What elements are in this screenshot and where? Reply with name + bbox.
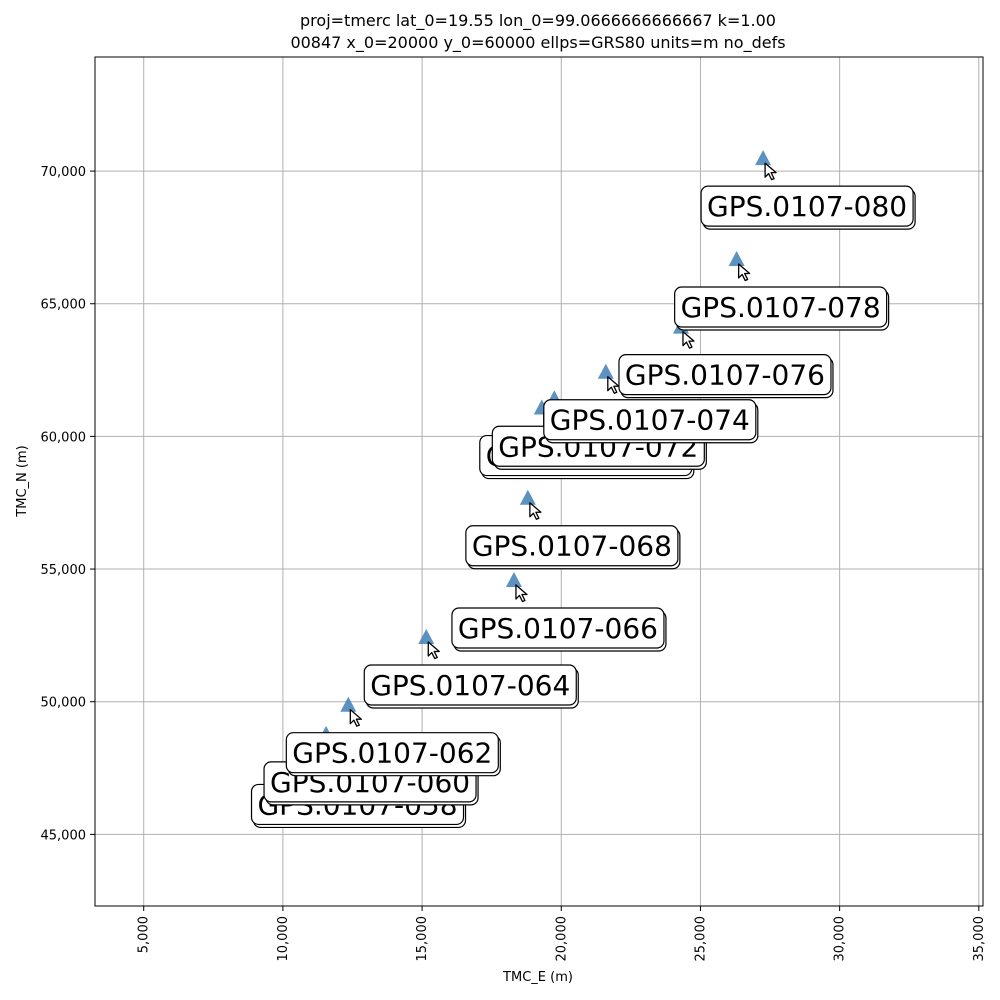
x-tick-label: 20,000 [554,916,569,962]
label-box [700,185,914,227]
x-tick-label: 35,000 [972,916,987,962]
point-marker [418,629,435,645]
point-label-text: GPS.0107-062 [292,737,492,770]
point-label-text: GPS.0107-068 [472,530,672,563]
point-marker [755,150,772,166]
x-tick-label: 25,000 [693,916,708,962]
arrow-pointer-icon [737,263,751,282]
y-tick-label: 70,000 [41,165,87,180]
point-label-text: GPS.0107-078 [681,291,881,324]
y-tick-label: 50,000 [41,696,87,711]
label-box [451,607,665,649]
point-label: GPS.0107-076 [618,354,834,399]
point-label: GPS.0107-062 [285,732,501,777]
y-tick-label: 55,000 [41,563,87,578]
x-axis-label: TMC_E (m) [502,970,573,985]
point-label-text: GPS.0107-080 [707,190,907,223]
arrow-pointer-icon [607,376,620,394]
label-box [543,399,757,441]
x-tick-label: 30,000 [833,916,848,962]
point-marker [728,250,745,266]
y-tick-label: 45,000 [41,828,87,843]
y-tick-label: 60,000 [41,430,87,445]
point-label-text: GPS.0107-076 [625,359,825,392]
axis-ticks: 5,000 10,000 15,000 20,000 25,000 30,000 35,00… [41,165,987,961]
point-label: GPS.0107-068 [465,525,681,570]
point-marker [505,571,522,587]
point-label: GPS.0107-066 [451,607,667,652]
label-box [465,525,679,567]
plot-frame [94,56,984,907]
point-label: GPS.0107-074 [543,399,759,444]
point-marker [597,363,614,379]
point-label-text: GPS.0107-066 [458,612,658,645]
arrow-pointer-icon [349,709,362,727]
arrow-pointer-icon [427,641,440,660]
arrow-pointer-icon [682,330,695,349]
point-label-text: GPS.0107-074 [550,404,750,437]
point-marker [340,696,357,712]
y-axis-label: TMC_N (m) [15,445,30,517]
arrow-pointer-icon [515,584,528,603]
label-box [674,286,888,328]
y-tick-label: 65,000 [41,298,87,313]
chart-title-line-1: proj=tmerc lat_0=19.55 lon_0=99.06666666… [300,11,776,31]
label-box [285,732,499,774]
point-label: GPS.0107-080 [700,185,916,230]
label-box [363,664,577,706]
point-label-text: GPS.0107-064 [370,669,570,702]
point-label: GPS.0107-078 [674,286,890,331]
arrow-pointer-icon [764,162,777,181]
x-tick-label: 10,000 [276,916,291,962]
point-marker [519,489,536,505]
point-labels: GPS.0107-058GPS.0107-060GPS.0107-062GPS.… [250,185,916,829]
point-label: GPS.0107-064 [363,664,579,709]
chart-title-line-2: 00847 x_0=20000 y_0=60000 ellps=GRS80 un… [290,33,785,53]
x-tick-label: 5,000 [137,916,152,953]
arrow-pointer-icon [529,502,542,520]
label-box [618,354,832,396]
x-tick-label: 15,000 [415,916,430,962]
